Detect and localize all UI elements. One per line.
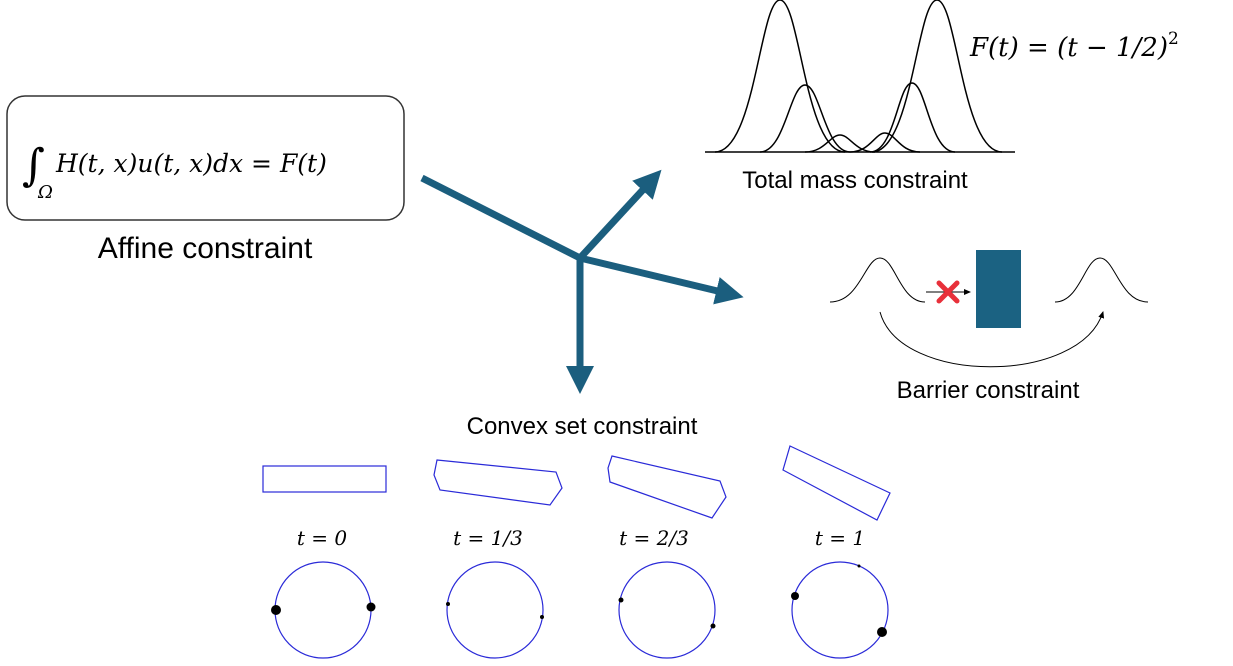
mass-label: Total mass constraint (742, 167, 968, 194)
convex-label: Convex set constraint (467, 413, 698, 440)
time-label: t = 1/3 (453, 526, 523, 550)
barrier-sketch (829, 257, 1149, 368)
time-label: t = 2/3 (619, 526, 689, 550)
affine-label: Affine constraint (98, 232, 313, 265)
integral-domain: Ω (37, 182, 53, 203)
gaussians (705, 0, 1015, 153)
convex-shapes (262, 445, 891, 659)
barrier (976, 250, 1021, 328)
mass-formula-base: F(t) = (t − 1/2) (969, 33, 1168, 63)
mass-formula: F(t) = (t − 1/2)2 (969, 29, 1179, 63)
barrier-label: Barrier constraint (897, 377, 1080, 404)
arrows (420, 169, 744, 394)
integral-sign: ∫ (22, 140, 45, 191)
blocked-mark (936, 280, 960, 304)
mass-formula-exponent: 2 (1168, 29, 1179, 49)
time-label: t = 1 (815, 526, 865, 550)
points (271, 564, 887, 637)
formula-box (6, 95, 405, 221)
time-labels: t = 0 t = 1/3 t = 2/3 t = 1 (297, 526, 865, 550)
affine-formula: H(t, x)u(t, x)dx = F(t) (55, 149, 327, 178)
time-label: t = 0 (297, 526, 348, 550)
